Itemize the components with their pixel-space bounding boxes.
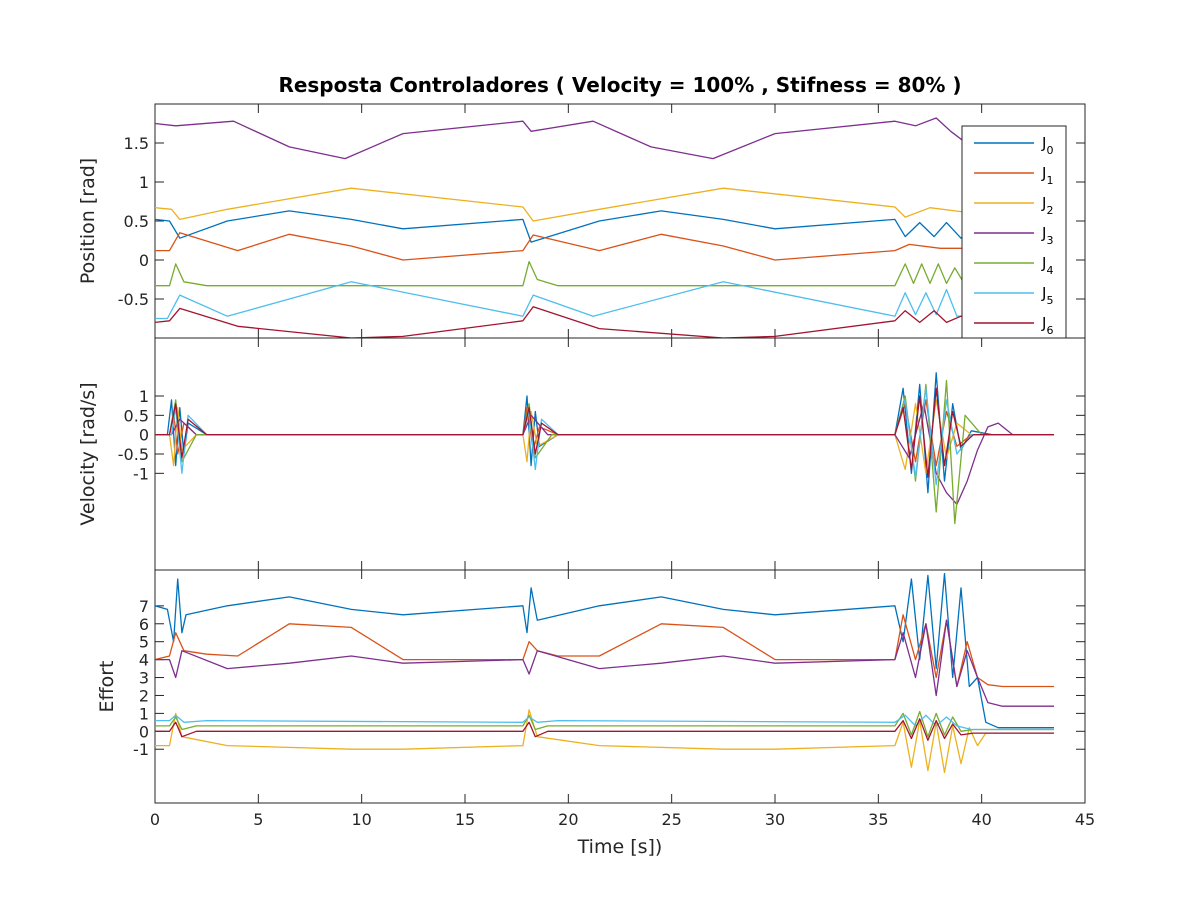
- legend-label-sub: 0: [1046, 144, 1053, 157]
- series-line-j5: [155, 387, 1054, 486]
- ytick-label: 4: [139, 651, 149, 670]
- legend-label-sub: 2: [1046, 204, 1053, 217]
- legend-label-base: J: [1041, 224, 1046, 242]
- ytick-label: 0.5: [124, 406, 149, 425]
- legend-label: J3: [1041, 224, 1053, 247]
- ytick-label: 6: [139, 615, 149, 634]
- ytick-label: 7: [139, 597, 149, 616]
- ytick-label: -1: [133, 464, 149, 483]
- ytick-label: 0.5: [124, 212, 149, 231]
- legend-label-base: J: [1041, 254, 1046, 272]
- legend-label: J2: [1041, 194, 1053, 217]
- x-axis-label: Time [s]): [577, 836, 663, 858]
- series-group-effort: [155, 572, 1054, 774]
- series-line-j1: [155, 614, 1054, 688]
- xtick-label: 30: [765, 810, 785, 829]
- series-line-j4: [155, 260, 1054, 287]
- legend-label: J5: [1041, 284, 1053, 307]
- xtick-label: 25: [661, 810, 681, 829]
- series-line-j5: [155, 714, 1054, 731]
- legend-label-sub: 5: [1046, 294, 1053, 307]
- y-axis-label-position: Position [rad]: [77, 158, 99, 284]
- ytick-label: 3: [139, 669, 149, 688]
- series-line-j3: [155, 619, 1054, 707]
- ytick-label: 2: [139, 686, 149, 705]
- xtick-label: 35: [868, 810, 888, 829]
- ytick-label: 0: [139, 251, 149, 270]
- series-line-j0: [155, 572, 1054, 729]
- series-group-velocity: [155, 372, 1054, 525]
- xtick-label: 40: [971, 810, 991, 829]
- legend-box: [961, 125, 1067, 339]
- legend-label-base: J: [1041, 284, 1046, 302]
- xtick-label: 5: [253, 810, 263, 829]
- legend-label: J6: [1041, 314, 1053, 337]
- axes-frame-effort: [154, 569, 1086, 804]
- ytick-label: -0.5: [118, 445, 149, 464]
- chart-title: Resposta Controladores ( Velocity = 100%…: [278, 73, 961, 97]
- ytick-label: 5: [139, 633, 149, 652]
- y-axis-label-effort: Effort: [96, 661, 118, 713]
- xtick-label: 45: [1075, 810, 1095, 829]
- ytick-label: 1: [139, 704, 149, 723]
- legend-label-sub: 1: [1046, 174, 1053, 187]
- legend-label-base: J: [1041, 134, 1046, 152]
- series-line-j6: [155, 718, 1054, 741]
- legend-label: J1: [1041, 164, 1053, 187]
- legend-label-base: J: [1041, 314, 1046, 332]
- legend-label-sub: 6: [1046, 324, 1053, 337]
- legend-label-base: J: [1041, 164, 1046, 182]
- subplot-velocity: -1-0.500.51 Velocity [rad/s]: [77, 337, 1086, 571]
- legend-label-sub: 4: [1046, 264, 1053, 277]
- series-line-j6: [155, 306, 1054, 338]
- xtick-label: 20: [558, 810, 578, 829]
- ytick-label: 1: [139, 173, 149, 192]
- series-line-j5: [155, 281, 1054, 320]
- series-group-position: [155, 117, 1054, 338]
- series-line-j1: [155, 232, 1054, 261]
- ytick-label: 0: [139, 722, 149, 741]
- xtick-label: 10: [351, 810, 371, 829]
- legend-label: J4: [1041, 254, 1053, 277]
- series-line-j1: [155, 399, 1054, 467]
- ytick-label: 0: [139, 426, 149, 445]
- ytick-label: 1.5: [124, 134, 149, 153]
- ytick-label: -1: [133, 740, 149, 759]
- legend-label: J0: [1041, 134, 1053, 157]
- subplot-position: -0.5 0 0.5 1 1.5 Position [rad]: [77, 103, 1086, 339]
- ytick-label: 1: [139, 387, 149, 406]
- axes-frame-position: [154, 103, 1086, 339]
- series-line-j2: [155, 187, 1054, 222]
- xtick-label: 15: [455, 810, 475, 829]
- y-axis-label-velocity: Velocity [rad/s]: [77, 382, 99, 525]
- series-line-j6: [155, 387, 1054, 478]
- xtick-label: 0: [150, 810, 160, 829]
- ytick-label: -0.5: [118, 290, 149, 309]
- legend-label-sub: 3: [1046, 234, 1053, 247]
- series-line-j3: [155, 117, 1054, 160]
- legend-label-base: J: [1041, 194, 1046, 212]
- series-line-j2: [155, 709, 1054, 774]
